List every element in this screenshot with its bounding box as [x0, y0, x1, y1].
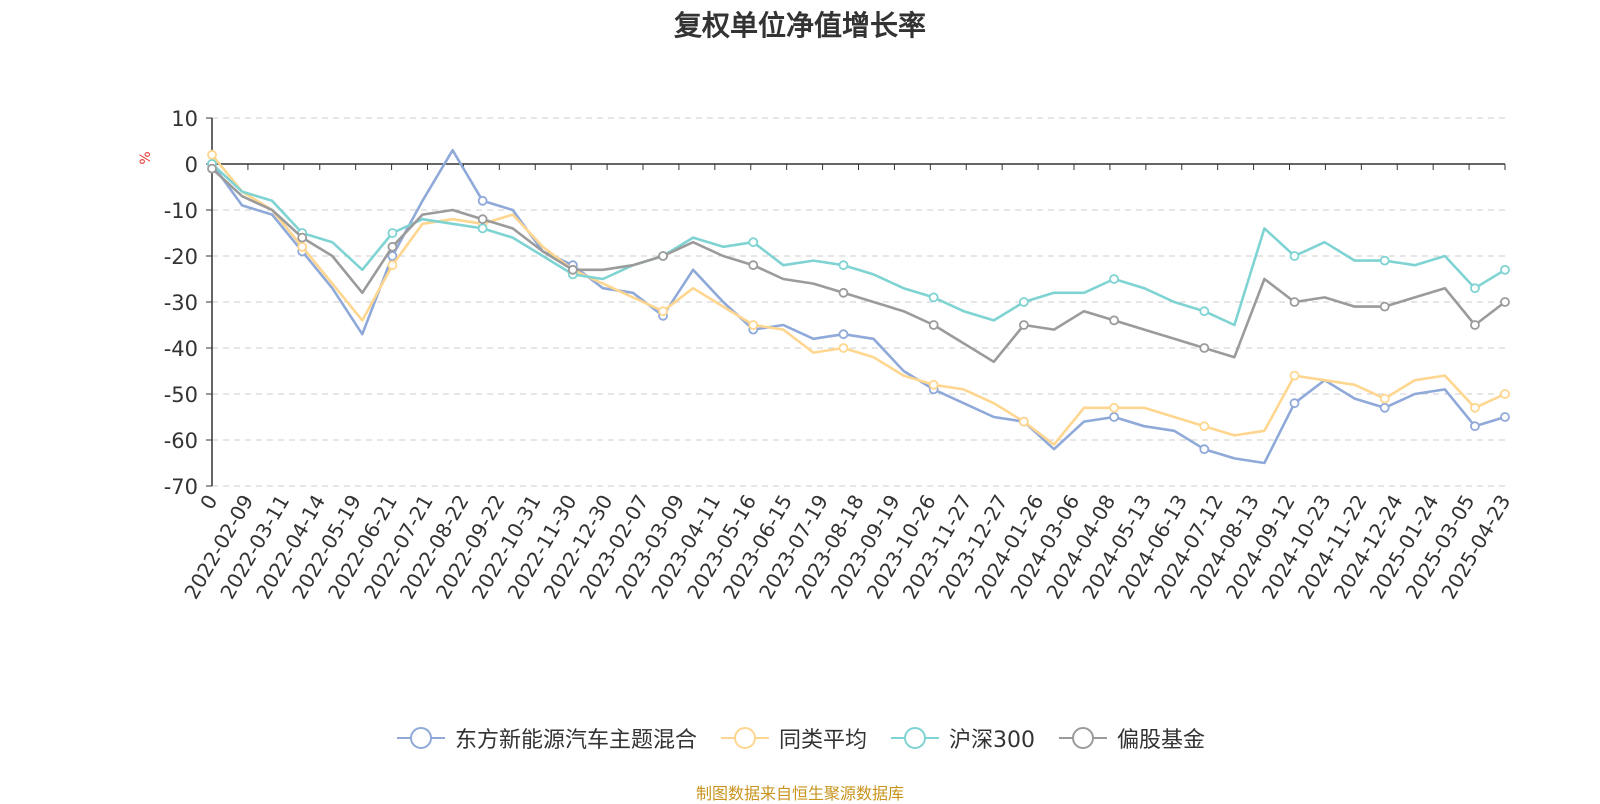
- y-tick-label: -10: [164, 199, 198, 223]
- y-tick-label: -30: [164, 291, 198, 315]
- series-point-3: [297, 232, 308, 243]
- series-point-1: [387, 260, 398, 271]
- series-point-3: [1018, 320, 1029, 330]
- series-point-0: [1109, 412, 1119, 422]
- y-tick-label: 0: [185, 153, 198, 177]
- y-tick-label: -20: [164, 245, 198, 269]
- series-lines: [207, 148, 1510, 465]
- legend-item[interactable]: 偏股基金: [1057, 722, 1205, 754]
- y-tick-label: -50: [164, 383, 198, 407]
- series-point-2: [1018, 297, 1029, 307]
- series-point-0: [1500, 412, 1510, 422]
- legend-label: 东方新能源汽车主题混合: [454, 728, 697, 753]
- series-line-1: [210, 153, 1506, 446]
- series-point-1: [1379, 393, 1390, 404]
- series-point-3: [658, 251, 668, 261]
- chart-title: 复权单位净值增长率: [673, 9, 926, 42]
- series-point-3: [1199, 343, 1210, 353]
- series-point-1: [1500, 389, 1510, 399]
- series-point-3: [838, 287, 849, 298]
- legend-marker-icon: [1059, 727, 1107, 749]
- grid-lines: [212, 117, 1505, 487]
- y-tick-label: -40: [164, 337, 198, 361]
- series-point-0: [1199, 444, 1210, 455]
- legend-label: 沪深300: [949, 728, 1035, 753]
- series-point-2: [477, 223, 488, 234]
- legend-marker-icon: [396, 727, 445, 749]
- tick-labels: 100-10-20-30-40-50-60-70%02022-02-092022…: [138, 107, 1515, 603]
- series-point-0: [838, 329, 849, 340]
- series-point-0: [387, 251, 398, 261]
- legend-item[interactable]: 沪深300: [889, 722, 1035, 754]
- series-point-1: [1289, 370, 1300, 381]
- series-point-1: [1470, 402, 1480, 413]
- legend-item[interactable]: 同类平均: [719, 722, 867, 754]
- y-axis-unit-label: %: [138, 151, 154, 164]
- series-point-2: [1109, 274, 1119, 284]
- legend-label: 同类平均: [778, 728, 867, 753]
- axes: [206, 117, 1506, 487]
- series-point-0: [1379, 402, 1390, 413]
- legend-marker-icon: [891, 727, 939, 749]
- series-point-1: [297, 241, 308, 252]
- series-point-2: [1289, 251, 1300, 261]
- legend-marker-icon: [720, 727, 769, 749]
- series-point-3: [1379, 301, 1390, 312]
- series-point-2: [838, 260, 849, 271]
- series-point-3: [748, 260, 759, 271]
- series-point-3: [567, 264, 578, 275]
- y-tick-label: 10: [171, 107, 198, 131]
- series-line-2: [211, 163, 1506, 327]
- legend-label: 偏股基金: [1117, 728, 1206, 753]
- series-point-3: [1109, 315, 1119, 326]
- series-line-0: [210, 148, 1506, 465]
- legend-item[interactable]: 东方新能源汽车主题混合: [395, 722, 697, 754]
- series-point-1: [1018, 416, 1029, 427]
- series-point-0: [477, 195, 488, 206]
- series-point-0: [1289, 398, 1300, 409]
- series-point-1: [207, 149, 217, 160]
- series-point-2: [1500, 264, 1510, 275]
- series-point-3: [1470, 320, 1480, 330]
- series-point-3: [928, 320, 939, 330]
- series-point-2: [748, 237, 759, 248]
- series-line-3: [211, 167, 1506, 364]
- x-tick-label: 0: [195, 491, 222, 514]
- series-point-1: [838, 343, 849, 353]
- series-point-2: [1199, 306, 1210, 317]
- legend: 东方新能源汽车主题混合 同类平均 沪深300 偏股基金: [0, 722, 1600, 754]
- series-point-3: [1289, 297, 1300, 307]
- series-point-3: [477, 214, 488, 225]
- series-point-3: [207, 163, 217, 174]
- series-point-2: [928, 292, 939, 303]
- series-point-2: [1379, 255, 1390, 266]
- series-point-1: [1199, 421, 1210, 432]
- y-tick-label: -60: [164, 429, 198, 453]
- series-point-1: [748, 320, 759, 330]
- series-point-3: [1500, 297, 1510, 307]
- source-note: 制图数据来自恒生聚源数据库: [695, 784, 904, 803]
- series-point-1: [658, 306, 668, 317]
- series-point-1: [1109, 402, 1119, 413]
- series-point-1: [928, 379, 939, 390]
- series-point-2: [1470, 283, 1480, 294]
- y-tick-label: -70: [164, 475, 198, 499]
- series-point-3: [387, 241, 398, 252]
- series-point-2: [387, 228, 398, 238]
- series-point-0: [1470, 421, 1480, 432]
